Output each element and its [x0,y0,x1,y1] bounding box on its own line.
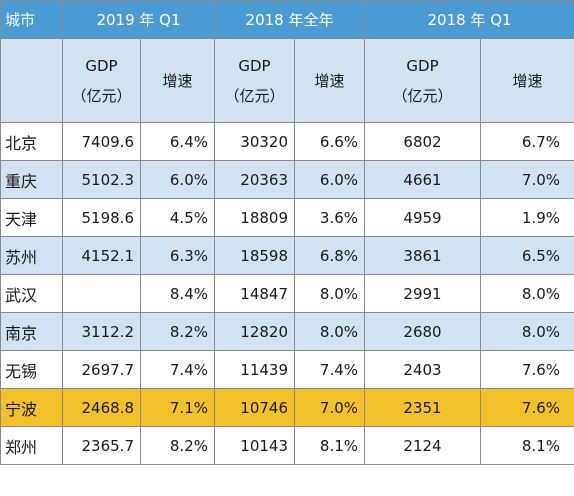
gdp-2019-q1-cell: 3112.2 [62,312,141,351]
gdp-label: GDP [406,56,439,75]
table-row: 宁波 2468.8 7.1% 10746 7.0% 2351 7.6% [0,388,574,427]
gdp-2018-full-cell: 10746 [214,388,295,427]
gdp-2018-full-cell: 30320 [214,122,295,161]
growth-2018-q1-cell: 7.6% [480,388,574,427]
city-cell: 郑州 [0,426,63,465]
growth-2018-full-cell: 8.0% [293,274,366,313]
table-row: 无锡 2697.7 7.4% 11439 7.4% 2403 7.6% [0,350,574,389]
gdp-2019-q1-cell: 5198.6 [62,198,141,237]
table-row: 天津 5198.6 4.5% 18809 3.6% 4959 1.9% [0,198,574,237]
growth-2018-full-cell: 6.6% [293,122,366,161]
subheader-row: GDP （亿元） 增速 GDP （亿元） 增速 GDP （亿元） 增速 [0,38,574,123]
city-cell: 北京 [0,122,63,161]
gdp-comparison-table: 城市 2019 年 Q1 2018 年全年 2018 年 Q1 GDP （亿元）… [0,0,574,465]
gdp-2018-full-cell: 20363 [214,160,295,199]
header-2019-q1: 2019 年 Q1 [62,0,215,39]
gdp-label: GDP [238,56,271,75]
growth-2018-q1-cell: 1.9% [480,198,574,237]
gdp-2018-q1-cell: 4661 [364,160,482,199]
gdp-2018-full-cell: 14847 [214,274,295,313]
gdp-2018-q1-cell: 6802 [364,122,482,161]
table-row: 重庆 5102.3 6.0% 20363 6.0% 4661 7.0% [0,160,574,199]
gdp-2018-full-cell: 10143 [214,426,295,465]
city-column-header: 城市 [0,0,63,39]
city-cell: 宁波 [0,388,63,427]
table-row: 苏州 4152.1 6.3% 18598 6.8% 3861 6.5% [0,236,574,275]
growth-2019-q1-cell: 7.1% [140,388,215,427]
table-body: 北京 7409.6 6.4% 30320 6.6% 6802 6.7% 重庆 5102.3 6.0… [0,122,574,465]
gdp-2018-q1-cell: 2680 [364,312,482,351]
gdp-2019-q1-cell: 7409.6 [62,122,141,161]
growth-2018-q1-cell: 8.0% [480,312,574,351]
header-2018-full-year: 2018 年全年 [213,0,366,39]
growth-2019-q1-cell: 6.4% [140,122,215,161]
growth-2019-q1-cell: 6.0% [140,160,215,199]
growth-2019-q1-cell: 8.2% [140,312,215,351]
gdp-2018-q1-cell: 2403 [364,350,482,389]
growth-2018-full-cell: 7.4% [293,350,366,389]
growth-2018-full-cell: 6.0% [293,160,366,199]
gdp-2018-q1-cell: 2124 [364,426,482,465]
growth-2018-q1-cell: 8.0% [480,274,574,313]
growth-2019-q1-cell: 6.3% [140,236,215,275]
subheader-growth-2018-q1: 增速 [480,38,574,123]
gdp-2019-q1-cell: 2365.7 [62,426,141,465]
gdp-2018-full-cell: 11439 [214,350,295,389]
gdp-unit-label: （亿元） [71,86,132,105]
gdp-label: GDP [85,56,118,75]
growth-2019-q1-cell: 8.2% [140,426,215,465]
growth-2018-q1-cell: 7.6% [480,350,574,389]
city-cell: 重庆 [0,160,63,199]
gdp-unit-label: （亿元） [392,86,453,105]
gdp-2018-q1-cell: 3861 [364,236,482,275]
growth-2019-q1-cell: 4.5% [140,198,215,237]
gdp-2018-full-cell: 12820 [214,312,295,351]
table-row: 郑州 2365.7 8.2% 10143 8.1% 2124 8.1% [0,426,574,465]
city-cell: 天津 [0,198,63,237]
table-row: 南京 3112.2 8.2% 12820 8.0% 2680 8.0% [0,312,574,351]
growth-2018-full-cell: 6.8% [293,236,366,275]
subheader-growth-2018-full: 增速 [293,38,366,123]
gdp-2019-q1-cell: 2468.8 [62,388,141,427]
gdp-2018-q1-cell: 2991 [364,274,482,313]
subheader-gdp-2018-q1: GDP （亿元） [364,38,482,123]
gdp-2018-q1-cell: 2351 [364,388,482,427]
subheader-gdp-2019-q1: GDP （亿元） [62,38,141,123]
gdp-2019-q1-cell: 2697.7 [62,350,141,389]
gdp-2018-full-cell: 18598 [214,236,295,275]
growth-2019-q1-cell: 8.4% [140,274,215,313]
gdp-2018-q1-cell: 4959 [364,198,482,237]
growth-2018-q1-cell: 8.1% [480,426,574,465]
growth-2018-q1-cell: 6.7% [480,122,574,161]
growth-2018-q1-cell: 7.0% [480,160,574,199]
growth-2018-full-cell: 8.0% [293,312,366,351]
subheader-growth-2019-q1: 增速 [140,38,215,123]
gdp-2019-q1-cell [62,274,141,313]
subheader-gdp-2018-full: GDP （亿元） [214,38,295,123]
gdp-2018-full-cell: 18809 [214,198,295,237]
city-cell: 武汉 [0,274,63,313]
growth-2018-q1-cell: 6.5% [480,236,574,275]
growth-2018-full-cell: 3.6% [293,198,366,237]
table-row: 武汉 8.4% 14847 8.0% 2991 8.0% [0,274,574,313]
growth-2019-q1-cell: 7.4% [140,350,215,389]
city-cell: 南京 [0,312,63,351]
subheader-blank-cell [0,38,63,123]
gdp-2019-q1-cell: 4152.1 [62,236,141,275]
city-cell: 无锡 [0,350,63,389]
header-row: 城市 2019 年 Q1 2018 年全年 2018 年 Q1 [0,0,574,39]
table-row: 北京 7409.6 6.4% 30320 6.6% 6802 6.7% [0,122,574,161]
growth-2018-full-cell: 8.1% [293,426,366,465]
gdp-unit-label: （亿元） [224,86,285,105]
gdp-2019-q1-cell: 5102.3 [62,160,141,199]
header-2018-q1: 2018 年 Q1 [364,0,574,39]
growth-2018-full-cell: 7.0% [293,388,366,427]
city-cell: 苏州 [0,236,63,275]
